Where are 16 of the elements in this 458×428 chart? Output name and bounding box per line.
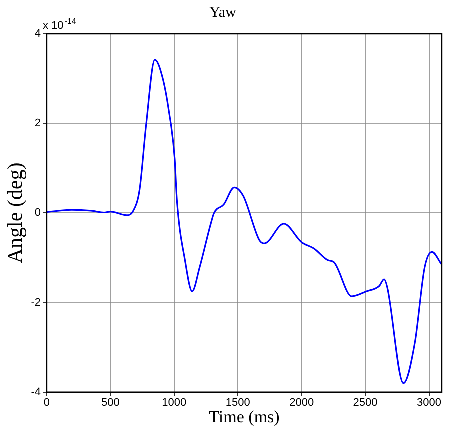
x-tick-label: 1500 xyxy=(226,397,250,410)
y-axis-title: Angle (deg) xyxy=(3,162,28,264)
y-tick-label: 4 xyxy=(34,28,41,40)
y-tick-label: -2 xyxy=(31,296,41,309)
x-tick-label: 2000 xyxy=(290,397,314,410)
line-series xyxy=(46,59,442,384)
x-tick-label: 0 xyxy=(44,397,50,410)
x-axis-title: Time (ms) xyxy=(209,407,280,426)
x-tick-label: 1000 xyxy=(162,397,187,410)
x-tick-label: 3000 xyxy=(417,397,442,410)
x-tick-label: 2500 xyxy=(353,397,378,410)
y-tick-label: -4 xyxy=(31,386,41,398)
x-tick-label: 500 xyxy=(102,397,120,410)
chart-title: Yaw xyxy=(210,4,237,21)
y-tick-label: 0 xyxy=(34,207,41,220)
y-tick-label: 2 xyxy=(34,118,41,130)
